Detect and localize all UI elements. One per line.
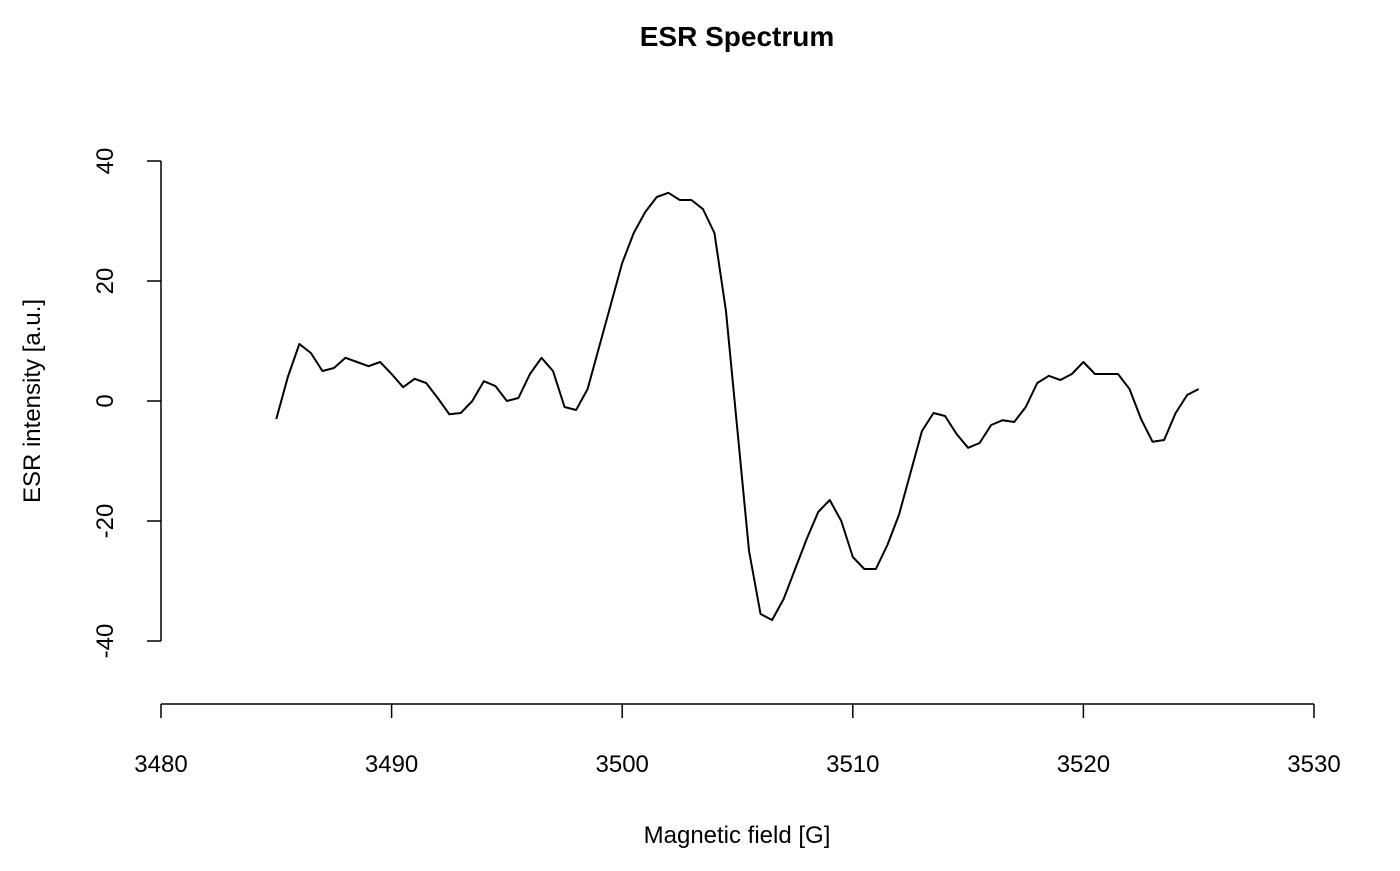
x-tick-label: 3520 [1057, 751, 1110, 778]
y-tick-label: -20 [92, 504, 119, 539]
y-tick-label: 20 [92, 268, 119, 295]
x-tick-label: 3490 [365, 751, 418, 778]
x-tick-label: 3510 [826, 751, 879, 778]
y-tick-label: 40 [92, 148, 119, 175]
line-series [275, 191, 1200, 621]
x-tick-label: 3480 [134, 751, 187, 778]
chart-title: ESR Spectrum [640, 21, 835, 52]
x-axis-label: Magnetic field [G] [644, 822, 831, 849]
x-tick-label: 3500 [596, 751, 649, 778]
y-axis-label: ESR intensity [a.u.] [19, 299, 46, 503]
y-tick-label: -40 [92, 624, 119, 659]
y-tick-label: 0 [92, 394, 119, 407]
x-tick-label: 3530 [1287, 751, 1340, 778]
